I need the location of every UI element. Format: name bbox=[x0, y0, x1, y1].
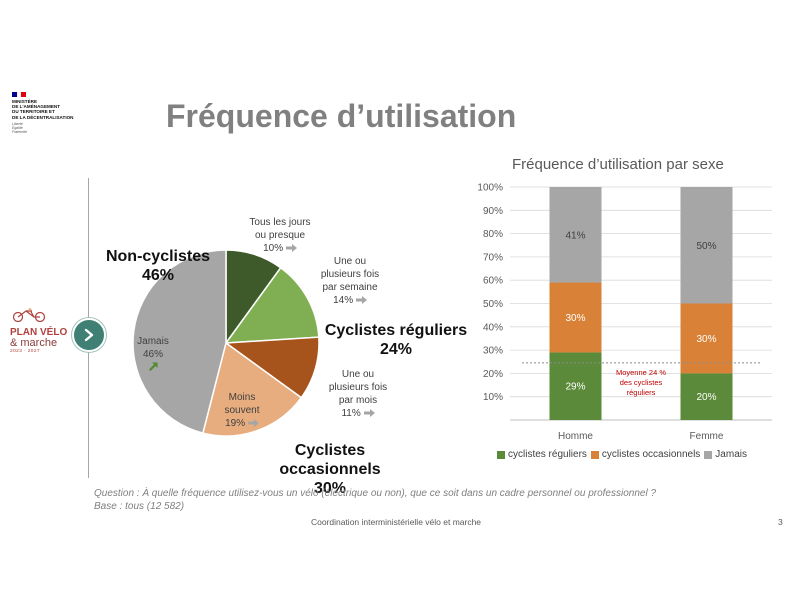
pie-slice-3 bbox=[201, 341, 303, 437]
arrow-right-icon bbox=[363, 409, 375, 418]
page-title: Fréquence d’utilisation bbox=[166, 98, 517, 134]
y-tick-label: 20% bbox=[483, 369, 503, 380]
legend-item-occasionnels: cyclistes occasionnels bbox=[590, 449, 700, 460]
y-tick-label: 40% bbox=[483, 322, 503, 333]
bar-data-label: 29% bbox=[565, 382, 585, 393]
question-note: Question : À quelle fréquence utilisez-v… bbox=[94, 488, 656, 513]
arrow-right-icon bbox=[247, 419, 259, 428]
bar-chart-title: Fréquence d’utilisation par sexe bbox=[512, 156, 724, 173]
group-label-occasionnels: Cyclistes occasionnels 30% bbox=[279, 442, 381, 497]
bar-segment bbox=[549, 282, 602, 353]
group-label-reguliers: Cyclistes réguliers 24% bbox=[324, 322, 468, 358]
x-tick-label: Homme bbox=[558, 431, 593, 442]
y-tick-label: 100% bbox=[477, 183, 503, 194]
y-tick-label: 60% bbox=[483, 276, 503, 287]
bar-segment bbox=[680, 303, 733, 374]
arrow-right-icon bbox=[355, 296, 367, 305]
logo-line-2: & marche bbox=[10, 337, 58, 349]
base-text: Base : tous (12 582) bbox=[94, 500, 185, 512]
logo-line-3: 2023 · 2027 bbox=[10, 349, 41, 354]
slice-label-less-often: Moins souvent 19% bbox=[224, 392, 260, 429]
average-annotation: des cyclistes bbox=[620, 378, 663, 387]
question-text: Question : À quelle fréquence utilisez-v… bbox=[94, 488, 657, 499]
bar-data-label: 41% bbox=[565, 230, 585, 241]
legend-item-jamais: Jamais bbox=[704, 449, 747, 460]
bar-segment bbox=[549, 187, 602, 283]
ministry-motto: Liberté Égalité Fraternité bbox=[12, 121, 27, 134]
y-tick-label: 50% bbox=[483, 299, 503, 310]
pie-slice-1 bbox=[224, 266, 320, 344]
bar-data-label: 30% bbox=[565, 313, 585, 324]
average-annotation: Moyenne 24 % bbox=[616, 368, 666, 377]
pie-slice-4 bbox=[132, 249, 227, 434]
legend-item-reguliers: cyclistes réguliers bbox=[497, 449, 587, 460]
y-tick-label: 80% bbox=[483, 229, 503, 240]
y-tick-label: 70% bbox=[483, 252, 503, 263]
next-slide-button[interactable] bbox=[72, 318, 106, 352]
logo-line-1: PLAN VÉLO bbox=[10, 327, 68, 338]
y-tick-label: 10% bbox=[483, 392, 503, 403]
slice-label-monthly: Une ou plusieurs fois par mois 11% bbox=[328, 369, 388, 419]
bar-data-label: 50% bbox=[696, 241, 716, 252]
y-tick-label: 90% bbox=[483, 206, 503, 217]
average-annotation: réguliers bbox=[627, 388, 656, 397]
bar-data-label: 30% bbox=[696, 334, 716, 345]
ministry-logo: MINISTÈRE DE L'AMÉNAGEMENT DU TERRITOIRE… bbox=[12, 92, 102, 134]
bar-segment bbox=[680, 187, 733, 304]
flag-icon bbox=[12, 92, 27, 97]
slice-label-weekly: Une ou plusieurs fois par semaine 14% bbox=[320, 256, 380, 306]
group-label-non-cyclistes: Non-cyclistes 46% bbox=[105, 248, 211, 284]
arrow-up-right-icon bbox=[149, 362, 158, 372]
bar-segment bbox=[680, 373, 733, 420]
footer-text: Coordination interministérielle vélo et … bbox=[310, 517, 482, 527]
ministry-name: MINISTÈRE DE L'AMÉNAGEMENT DU TERRITOIRE… bbox=[12, 99, 74, 120]
chevron-right-icon bbox=[84, 328, 94, 342]
bar-segment bbox=[549, 352, 602, 420]
bar-chart-legend: cyclistes réguliers cyclistes occasionne… bbox=[497, 449, 751, 460]
y-tick-label: 30% bbox=[483, 346, 503, 357]
bike-icon bbox=[12, 308, 46, 323]
bar-data-label: 20% bbox=[696, 392, 716, 403]
slice-label-daily: Tous les jours ou presque 10% bbox=[249, 217, 311, 254]
arrow-right-icon bbox=[285, 244, 297, 253]
plan-velo-logo: PLAN VÉLO & marche 2023 · 2027 bbox=[10, 308, 74, 354]
page-number: 3 bbox=[778, 517, 783, 527]
x-tick-label: Femme bbox=[690, 431, 724, 442]
slice-label-never: Jamais 46% bbox=[120, 322, 186, 374]
